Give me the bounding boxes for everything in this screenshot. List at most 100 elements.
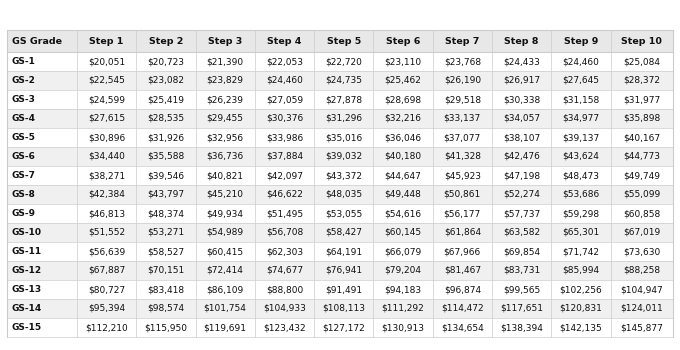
- Text: $26,190: $26,190: [444, 76, 481, 85]
- Bar: [7, 109, 673, 128]
- Text: $120,831: $120,831: [560, 304, 602, 313]
- Text: $67,887: $67,887: [88, 266, 125, 275]
- Text: $56,708: $56,708: [266, 228, 303, 237]
- Text: $41,328: $41,328: [444, 152, 481, 161]
- Text: $23,110: $23,110: [384, 57, 422, 66]
- Text: $111,292: $111,292: [381, 304, 424, 313]
- Text: $57,737: $57,737: [503, 209, 541, 218]
- Text: GS-7: GS-7: [12, 171, 36, 180]
- Text: $29,455: $29,455: [207, 114, 243, 123]
- Text: $33,986: $33,986: [266, 133, 303, 142]
- Text: $51,495: $51,495: [266, 209, 303, 218]
- Text: $48,035: $48,035: [325, 190, 362, 199]
- Text: $42,476: $42,476: [503, 152, 540, 161]
- Text: $53,686: $53,686: [562, 190, 600, 199]
- Text: $30,338: $30,338: [503, 95, 541, 104]
- Text: $27,645: $27,645: [562, 76, 600, 85]
- Text: $42,097: $42,097: [266, 171, 303, 180]
- Text: $29,518: $29,518: [444, 95, 481, 104]
- Text: $59,298: $59,298: [562, 209, 600, 218]
- Text: $28,698: $28,698: [384, 95, 422, 104]
- Text: $44,773: $44,773: [624, 152, 660, 161]
- Text: $31,296: $31,296: [325, 114, 362, 123]
- Text: $22,720: $22,720: [325, 57, 362, 66]
- Text: $52,274: $52,274: [503, 190, 540, 199]
- Text: $32,216: $32,216: [385, 114, 422, 123]
- Text: $30,376: $30,376: [266, 114, 303, 123]
- Text: $66,079: $66,079: [384, 247, 422, 256]
- Text: $73,630: $73,630: [623, 247, 660, 256]
- Text: Step 4: Step 4: [267, 36, 302, 46]
- Text: $115,950: $115,950: [144, 323, 188, 332]
- Text: Step 3: Step 3: [208, 36, 242, 46]
- Text: $117,651: $117,651: [500, 304, 543, 313]
- Text: $60,145: $60,145: [384, 228, 422, 237]
- Text: GS-11: GS-11: [12, 247, 42, 256]
- Text: $24,460: $24,460: [562, 57, 599, 66]
- Text: $123,432: $123,432: [263, 323, 306, 332]
- Bar: [7, 71, 673, 90]
- Text: $39,137: $39,137: [562, 133, 600, 142]
- Text: $58,427: $58,427: [325, 228, 362, 237]
- Text: $67,966: $67,966: [444, 247, 481, 256]
- Text: $62,303: $62,303: [266, 247, 303, 256]
- Bar: [7, 147, 673, 166]
- Text: GS-9: GS-9: [12, 209, 36, 218]
- Text: $142,135: $142,135: [560, 323, 602, 332]
- Text: $138,394: $138,394: [500, 323, 543, 332]
- Bar: [7, 223, 673, 242]
- Text: $43,372: $43,372: [325, 171, 362, 180]
- Text: $130,913: $130,913: [381, 323, 424, 332]
- Text: $24,460: $24,460: [266, 76, 303, 85]
- Text: $124,011: $124,011: [620, 304, 663, 313]
- Text: $22,053: $22,053: [266, 57, 303, 66]
- Text: $104,947: $104,947: [620, 285, 663, 294]
- Text: Step 7: Step 7: [445, 36, 479, 46]
- Text: $64,191: $64,191: [325, 247, 362, 256]
- Text: GS-12: GS-12: [12, 266, 42, 275]
- Text: $21,390: $21,390: [207, 57, 243, 66]
- Bar: [7, 128, 673, 147]
- Text: GS-1: GS-1: [12, 57, 36, 66]
- Text: $32,956: $32,956: [207, 133, 243, 142]
- Text: $119,691: $119,691: [203, 323, 247, 332]
- Text: $33,137: $33,137: [444, 114, 481, 123]
- Text: Step 6: Step 6: [386, 36, 420, 46]
- Text: $102,256: $102,256: [560, 285, 602, 294]
- Bar: [7, 318, 673, 337]
- Text: $50,861: $50,861: [444, 190, 481, 199]
- Text: $104,933: $104,933: [263, 304, 306, 313]
- Text: $20,723: $20,723: [148, 57, 184, 66]
- Text: GS Grade: GS Grade: [12, 36, 62, 46]
- Text: $94,183: $94,183: [384, 285, 422, 294]
- Text: $27,059: $27,059: [266, 95, 303, 104]
- Text: $45,210: $45,210: [207, 190, 243, 199]
- Text: $25,462: $25,462: [385, 76, 422, 85]
- Text: $44,647: $44,647: [385, 171, 422, 180]
- Bar: [7, 52, 673, 71]
- Text: $127,172: $127,172: [322, 323, 365, 332]
- Bar: [7, 30, 673, 52]
- Text: $35,016: $35,016: [325, 133, 362, 142]
- Text: GS-8: GS-8: [12, 190, 36, 199]
- Bar: [7, 166, 673, 185]
- Text: Step 5: Step 5: [326, 36, 361, 46]
- Text: $55,099: $55,099: [623, 190, 660, 199]
- Text: $81,467: $81,467: [444, 266, 481, 275]
- Text: Step 1: Step 1: [89, 36, 124, 46]
- Text: $25,084: $25,084: [624, 57, 660, 66]
- Text: $39,546: $39,546: [148, 171, 184, 180]
- Text: $67,019: $67,019: [623, 228, 660, 237]
- Text: GS-14: GS-14: [12, 304, 42, 313]
- Text: $23,768: $23,768: [444, 57, 481, 66]
- Text: $24,599: $24,599: [88, 95, 125, 104]
- Text: $40,167: $40,167: [624, 133, 660, 142]
- Text: $43,797: $43,797: [148, 190, 184, 199]
- Text: $53,271: $53,271: [148, 228, 184, 237]
- Text: GS-6: GS-6: [12, 152, 36, 161]
- Text: $86,109: $86,109: [207, 285, 243, 294]
- Text: $36,046: $36,046: [384, 133, 422, 142]
- Text: $72,414: $72,414: [207, 266, 243, 275]
- Bar: [7, 204, 673, 223]
- Text: $47,198: $47,198: [503, 171, 540, 180]
